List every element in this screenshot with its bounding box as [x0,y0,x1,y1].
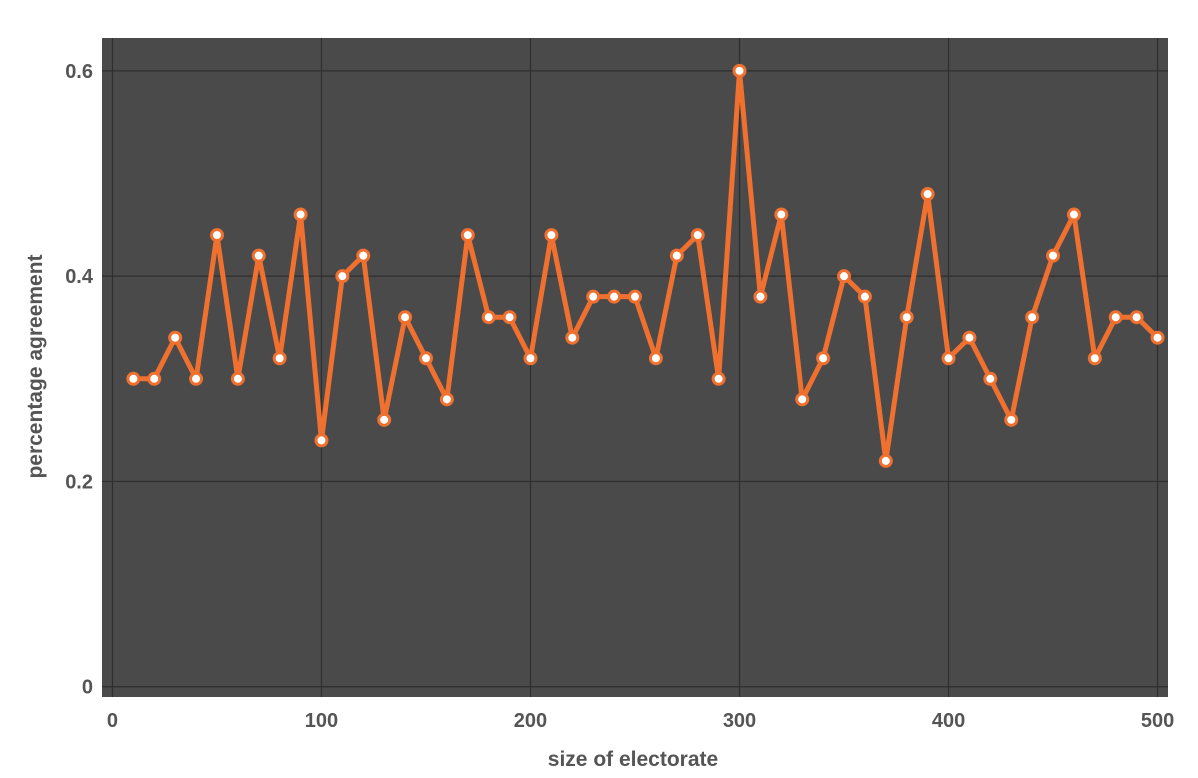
data-point [983,371,998,386]
data-point [439,392,454,407]
y-tick-label: 0 [82,677,93,699]
data-point [857,289,872,304]
data-point [189,371,204,386]
data-point [168,330,183,345]
data-point [126,371,141,386]
x-tick-label: 100 [305,710,338,732]
data-point [690,228,705,243]
y-axis-label: percentage agreement [24,254,47,478]
data-point [523,351,538,366]
data-point [460,228,475,243]
x-tick-labels: 0 100 200 300 400 500 [107,710,1174,732]
data-point [899,310,914,325]
data-point [398,310,413,325]
data-point [669,248,684,263]
data-point [795,392,810,407]
data-point [1108,310,1123,325]
data-point [1087,351,1102,366]
data-point [565,330,580,345]
data-point [962,330,977,345]
x-tick-label: 400 [932,710,965,732]
data-point [502,310,517,325]
data-point [837,269,852,284]
data-point [1129,310,1144,325]
data-point [628,289,642,304]
y-tick-label: 0.2 [65,471,93,493]
data-point [230,371,245,386]
data-point [1004,412,1019,427]
data-point [272,351,287,366]
data-point [711,371,726,386]
x-axis-label: size of electorate [548,748,718,771]
data-point [607,289,622,304]
data-point [544,228,559,243]
x-tick-label: 200 [514,710,547,732]
grid-lines [102,38,1168,697]
series-layer [126,63,1165,468]
series-line [130,68,1161,464]
data-point [941,351,956,366]
data-point [774,207,789,222]
data-point [648,351,663,366]
data-point [732,63,747,78]
data-point [1150,330,1165,345]
data-point [920,187,935,202]
x-tick-label: 300 [723,710,756,732]
data-point [335,269,350,284]
data-point [1025,310,1040,325]
y-tick-label: 0.6 [65,61,93,83]
data-point [356,248,371,263]
data-point [481,310,496,325]
plot-area [102,38,1168,697]
y-tick-label: 0.4 [65,266,94,288]
data-point [816,351,831,366]
data-point [1066,207,1081,222]
data-point [209,228,224,243]
x-tick-label: 500 [1141,710,1174,732]
data-point [377,412,392,427]
data-point [251,248,266,263]
data-point [753,289,768,304]
y-tick-labels: 0 0.2 0.4 0.6 [65,61,94,699]
data-point [1046,248,1061,263]
data-point [293,207,308,222]
data-point [147,371,162,386]
data-point [418,351,433,366]
data-point [878,453,893,468]
data-point [314,433,329,448]
data-point [586,289,601,304]
x-tick-label: 0 [107,710,118,732]
